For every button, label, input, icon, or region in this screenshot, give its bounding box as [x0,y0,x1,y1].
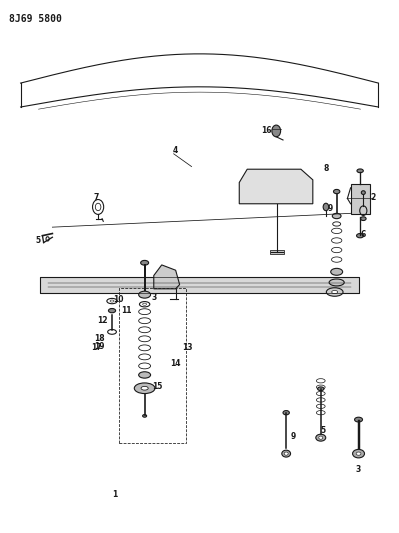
Text: 16: 16 [261,126,272,135]
Circle shape [272,125,280,137]
Text: 17: 17 [91,343,101,352]
Text: 15: 15 [152,382,163,391]
Text: 9: 9 [328,204,333,213]
Ellipse shape [141,386,148,390]
Ellipse shape [356,452,361,455]
Text: 13: 13 [182,343,193,352]
Text: 14: 14 [170,359,181,368]
Ellipse shape [353,449,365,458]
Ellipse shape [316,434,326,441]
Text: 11: 11 [120,305,131,314]
Text: 19: 19 [94,342,105,351]
Ellipse shape [355,417,363,422]
Ellipse shape [109,309,116,313]
Ellipse shape [331,268,343,275]
Ellipse shape [319,436,323,439]
Text: 8: 8 [323,164,329,173]
Ellipse shape [142,415,146,417]
Polygon shape [239,169,313,204]
Text: 1: 1 [113,489,118,498]
Ellipse shape [361,217,366,221]
Bar [119,288,186,443]
Text: 5: 5 [320,426,325,435]
Text: 6: 6 [361,230,366,239]
Ellipse shape [282,450,290,457]
Bar [270,250,284,254]
Text: 4: 4 [173,146,178,155]
Ellipse shape [329,279,344,286]
Ellipse shape [284,452,288,455]
Ellipse shape [318,387,324,391]
Polygon shape [154,265,180,289]
Ellipse shape [332,213,341,219]
Text: 7: 7 [93,193,99,202]
Ellipse shape [332,290,338,294]
Text: 3: 3 [356,465,361,474]
Ellipse shape [141,261,148,265]
Text: 5: 5 [36,237,41,246]
Ellipse shape [283,410,289,415]
Ellipse shape [357,169,363,173]
Text: 3: 3 [151,293,156,302]
Bar [351,183,370,214]
Circle shape [46,237,49,241]
Ellipse shape [134,383,155,393]
Text: 9: 9 [290,432,296,441]
Ellipse shape [357,233,364,238]
Ellipse shape [139,291,150,298]
Ellipse shape [361,191,365,195]
Text: 12: 12 [97,316,107,325]
Circle shape [323,203,329,211]
Bar [40,277,359,293]
Text: 18: 18 [94,334,105,343]
Ellipse shape [326,288,343,296]
Text: 10: 10 [113,295,123,304]
Text: 8J69 5800: 8J69 5800 [9,14,61,24]
Ellipse shape [334,189,340,193]
Ellipse shape [139,372,150,378]
Text: 2: 2 [371,193,376,202]
